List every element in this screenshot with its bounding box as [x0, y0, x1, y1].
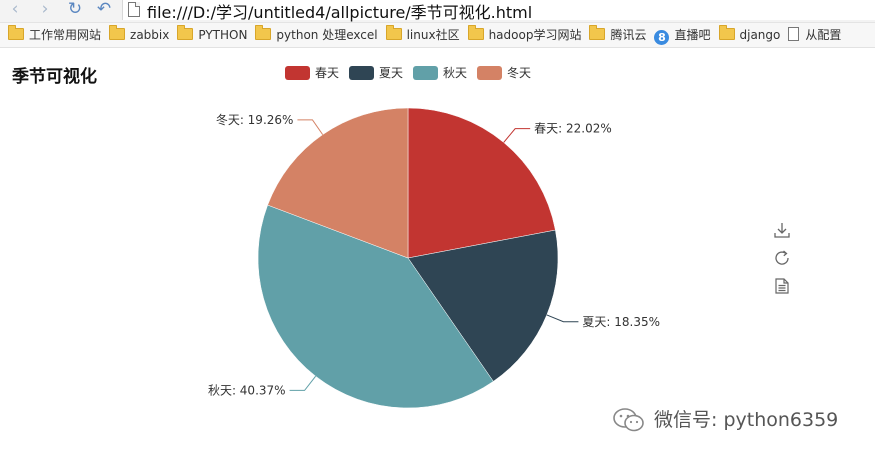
legend-swatch: [413, 66, 439, 80]
back-icon[interactable]: ‹: [11, 0, 19, 19]
legend-swatch: [477, 66, 503, 80]
bookmark-item[interactable]: 8 直播吧: [654, 23, 711, 47]
forward-icon[interactable]: ›: [41, 0, 49, 19]
bookmark-label: PYTHON: [198, 28, 248, 42]
bookmark-label: 直播吧: [674, 28, 711, 42]
data-view-icon[interactable]: [773, 277, 791, 295]
bookmark-label: python 处理excel: [276, 28, 378, 42]
page-icon: [788, 27, 800, 41]
slice-label: 秋天: 40.37%: [208, 383, 286, 397]
label-leader-line: [297, 119, 324, 135]
undo-icon[interactable]: ↶: [96, 0, 112, 19]
bookmark-item[interactable]: python 处理excel: [255, 23, 378, 47]
bookmark-label: 腾讯云: [610, 28, 647, 42]
label-leader-line: [289, 375, 317, 391]
restore-icon[interactable]: [773, 249, 791, 267]
legend-label: 春天: [315, 66, 340, 80]
legend-label: 秋天: [443, 66, 468, 80]
folder-icon: [467, 25, 484, 40]
folder-icon: [718, 25, 735, 40]
chart-toolbox: [773, 221, 793, 305]
bookmark-item[interactable]: linux社区: [385, 23, 460, 47]
slice-label: 春天: 22.02%: [534, 122, 612, 136]
bookmark-label: 从配置: [805, 28, 842, 42]
slice-label: 夏天: 18.35%: [582, 315, 660, 329]
pie-slice[interactable]: [407, 107, 556, 259]
legend-item[interactable]: 秋天: [413, 65, 467, 81]
chart-title: 季节可视化: [12, 67, 97, 87]
watermark-text: 微信号: python6359: [654, 409, 839, 431]
legend-label: 夏天: [379, 66, 404, 80]
address-bar[interactable]: file:///D:/学习/untitled4/allpicture/季节可视化…: [122, 0, 875, 22]
pie-slice[interactable]: [407, 229, 559, 382]
bookmark-label: zabbix: [130, 28, 170, 42]
bookmark-label: linux社区: [406, 28, 460, 42]
bookmark-label: 工作常用网站: [29, 28, 102, 42]
page-icon: [128, 2, 140, 17]
legend-swatch: [285, 66, 310, 80]
bookmarks-bar: 工作常用网站 zabbix PYTHON python 处理excel linux社区 h…: [0, 23, 875, 48]
bookmark-label: hadoop学习网站: [488, 28, 582, 42]
legend-item[interactable]: 春天: [285, 65, 339, 81]
folder-icon: [8, 25, 24, 40]
url-text: file:///D:/学习/untitled4/allpicture/季节可视化…: [147, 3, 533, 22]
bookmark-item[interactable]: 工作常用网站: [8, 23, 101, 47]
pie-slice[interactable]: [257, 204, 494, 409]
folder-icon: [109, 25, 126, 40]
download-icon[interactable]: [773, 221, 791, 239]
wechat-icon: [613, 408, 644, 432]
legend-item[interactable]: 夏天: [349, 65, 403, 81]
refresh-icon[interactable]: ↻: [67, 0, 83, 19]
label-leader-line: [546, 314, 579, 323]
bookmark-item[interactable]: hadoop学习网站: [467, 23, 582, 47]
folder-icon: [177, 25, 194, 40]
bookmark-item[interactable]: PYTHON: [177, 23, 247, 47]
circle-8-icon: 8: [654, 30, 670, 45]
slice-label: 冬天: 19.26%: [216, 112, 294, 127]
legend-item[interactable]: 冬天: [477, 65, 531, 81]
bookmark-item[interactable]: 从配置: [788, 23, 841, 47]
folder-icon: [385, 25, 402, 40]
label-leader-line: [503, 128, 531, 143]
bookmark-label: django: [739, 28, 781, 42]
folder-icon: [589, 25, 606, 40]
bookmark-item[interactable]: 腾讯云: [589, 23, 646, 47]
legend-label: 冬天: [507, 66, 532, 80]
bookmark-item[interactable]: django: [718, 23, 781, 47]
legend-swatch: [349, 66, 375, 80]
browser-toolbar: ‹ › ↻ ↶ file:///D:/学习/untitled4/allpictu…: [0, 0, 875, 23]
chart-legend: 春天 夏天 秋天 冬天: [285, 62, 541, 81]
folder-icon: [255, 25, 272, 40]
bookmark-item[interactable]: zabbix: [109, 23, 169, 47]
